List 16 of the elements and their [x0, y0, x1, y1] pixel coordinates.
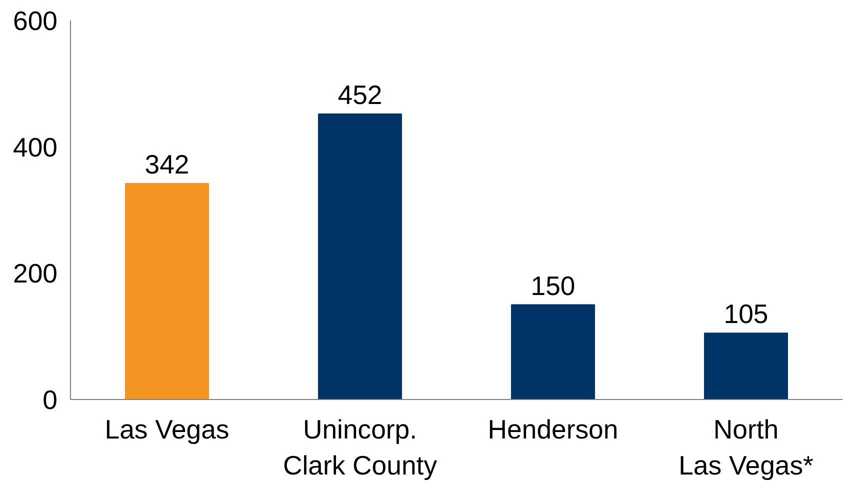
bar: [318, 113, 402, 400]
x-tick-label: Henderson: [488, 414, 618, 444]
y-tick-label: 400: [13, 132, 58, 162]
data-label: 342: [144, 149, 190, 180]
y-tick-label: 200: [13, 258, 58, 289]
bar: [704, 332, 788, 400]
x-tick-label: Las Vegas: [104, 414, 230, 444]
y-tick-label: 600: [13, 6, 58, 36]
data-label: 105: [724, 299, 768, 330]
data-label: 452: [338, 80, 382, 110]
x-tick-label: Unincorp. Clark County: [282, 414, 438, 480]
x-tick-label: North Las Vegas*: [678, 414, 814, 480]
bar: [125, 182, 209, 400]
bar: [511, 304, 595, 400]
y-tick-label: 0: [42, 385, 58, 415]
data-label: 150: [530, 270, 576, 301]
